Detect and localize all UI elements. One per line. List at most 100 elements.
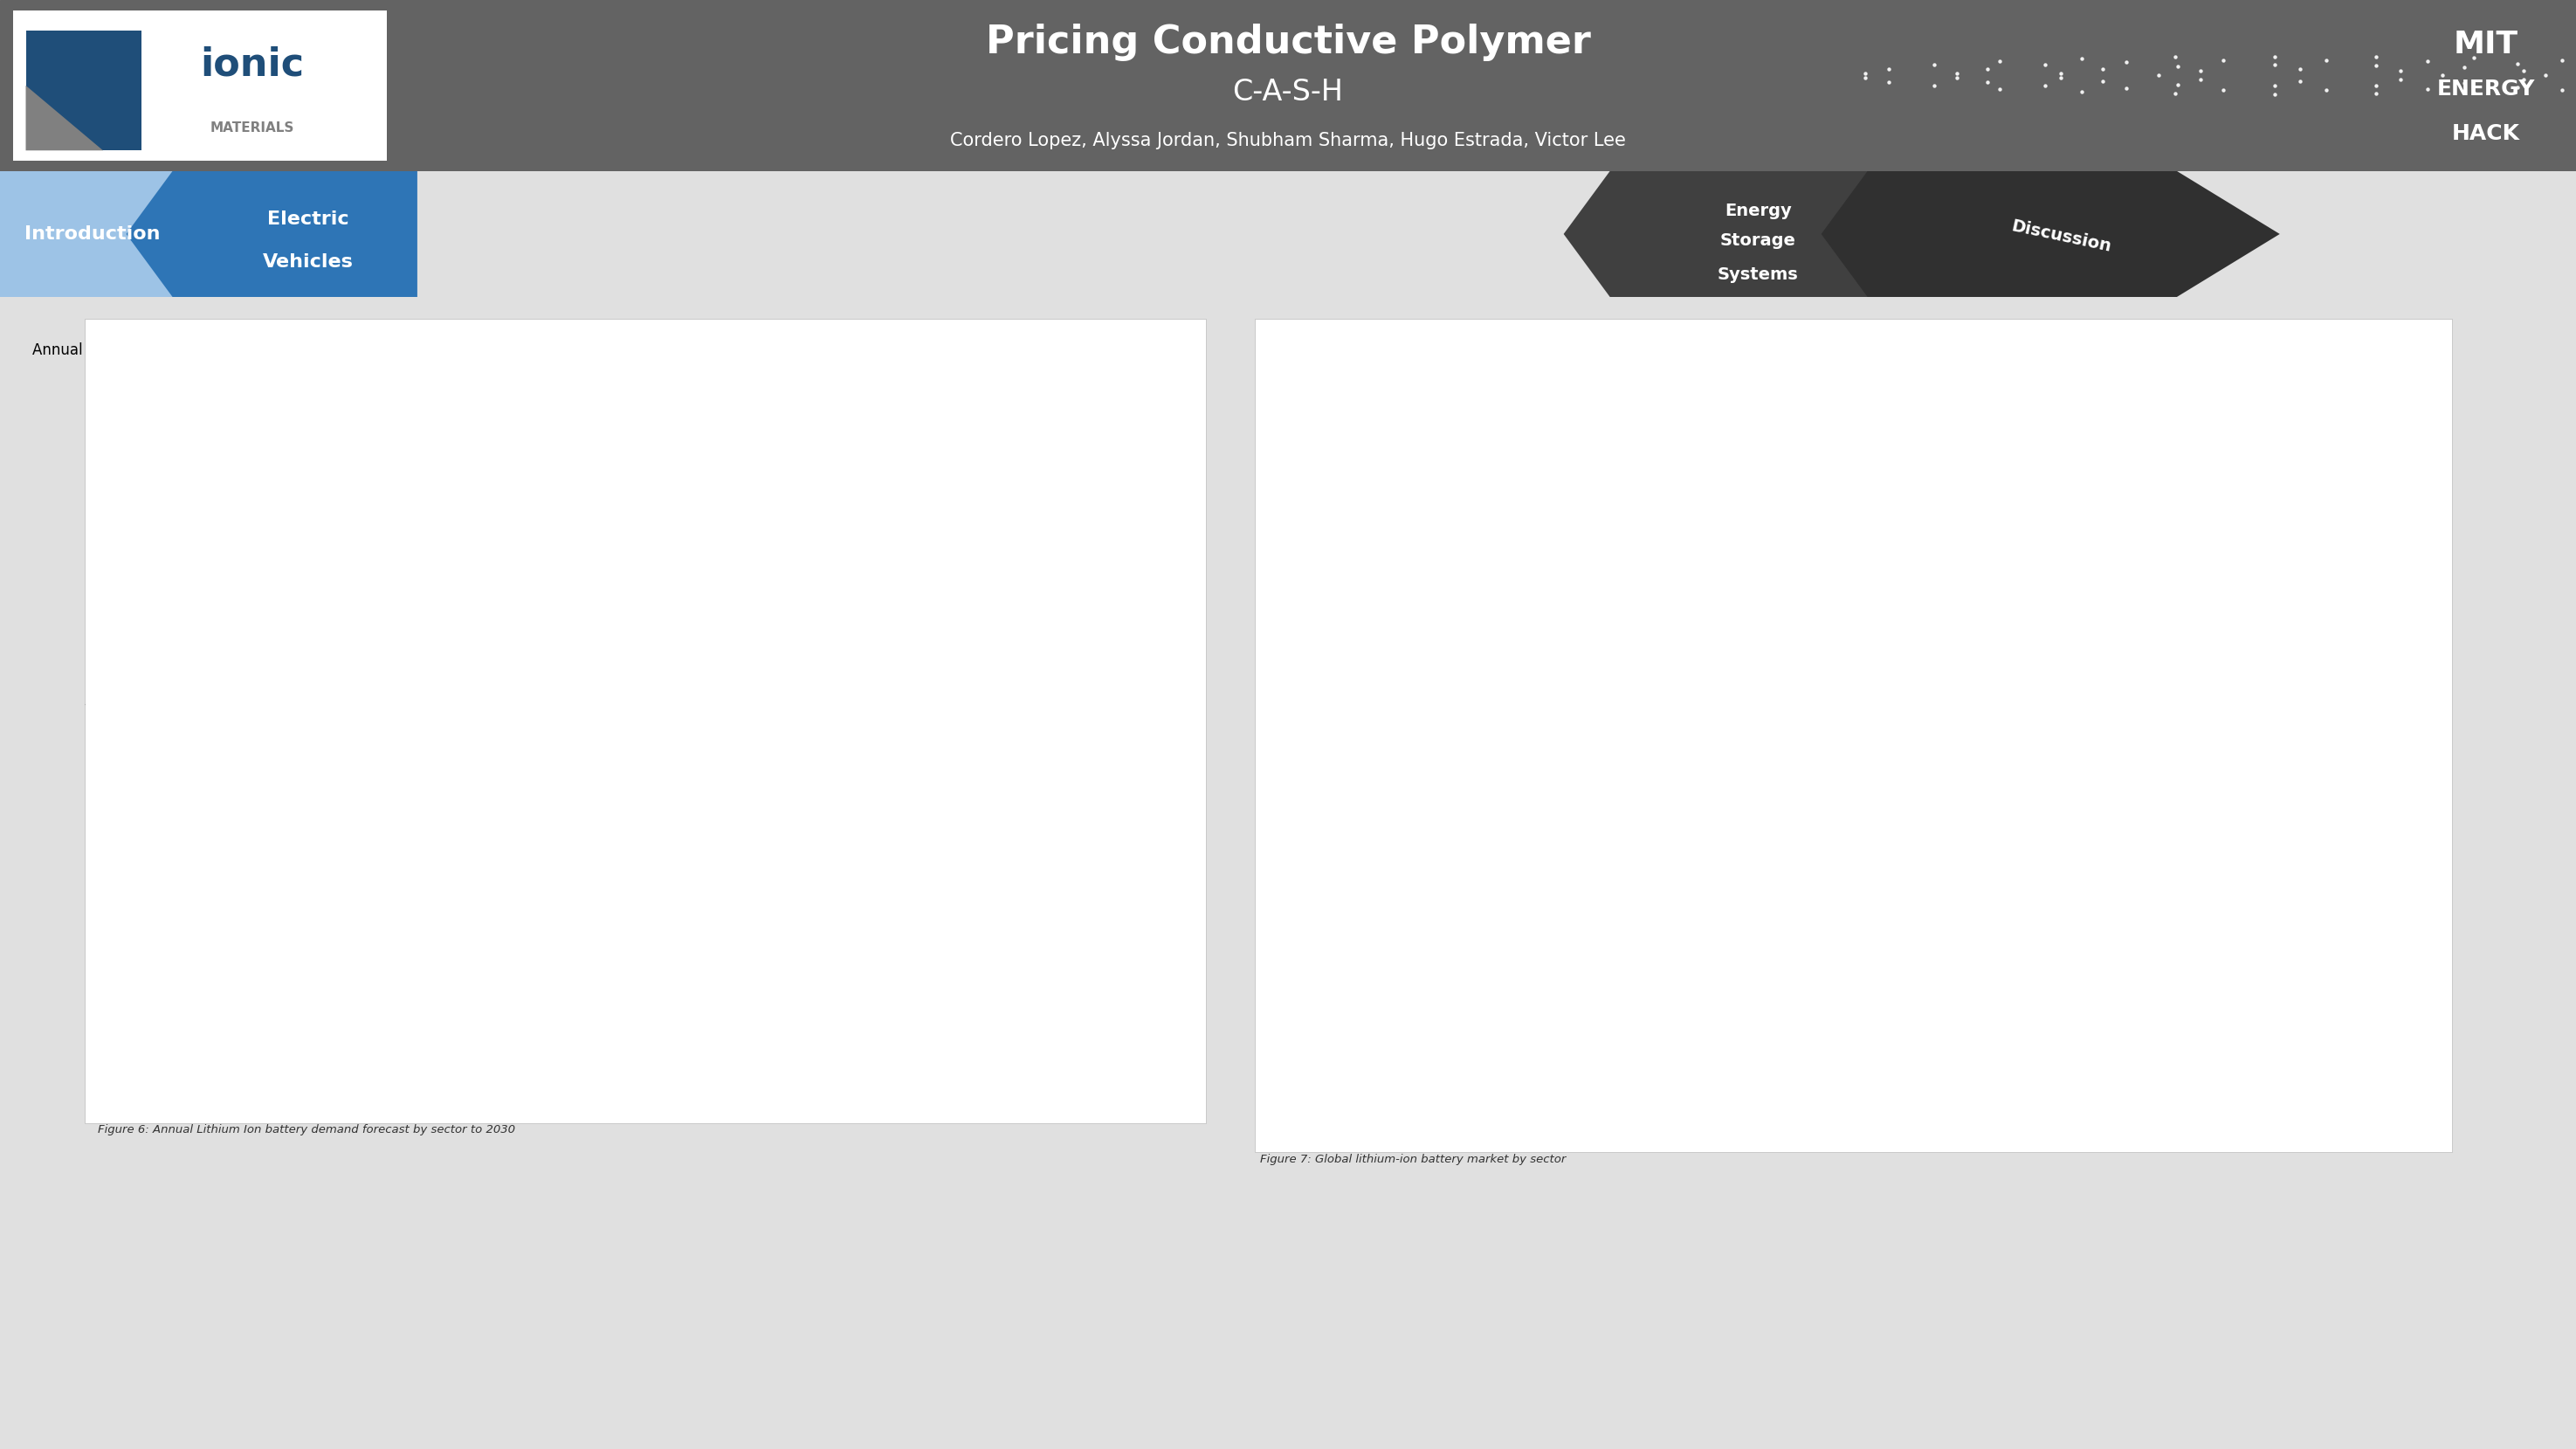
Bar — [1002, 696, 1043, 1061]
Bar — [775, 943, 817, 1061]
Bar — [775, 897, 817, 927]
Bar — [945, 661, 987, 677]
Bar — [492, 1023, 536, 1027]
Bar — [1937, 862, 1996, 1036]
Bar — [1674, 816, 1731, 868]
Bar — [2027, 591, 2084, 642]
Bar — [435, 1040, 479, 1061]
Bar — [2202, 577, 2259, 611]
Bar — [1321, 995, 1378, 1014]
Bar — [1937, 777, 1996, 862]
Bar — [155, 1048, 196, 1056]
Text: Discussion: Discussion — [2009, 217, 2112, 255]
Bar — [1584, 827, 1643, 882]
Bar — [719, 898, 762, 922]
FancyBboxPatch shape — [0, 171, 185, 297]
Bar — [719, 922, 762, 938]
Bar — [832, 784, 873, 826]
Bar — [1584, 882, 1643, 895]
Bar — [1762, 835, 1819, 904]
Bar — [1937, 756, 1996, 777]
Bar — [1937, 597, 1996, 652]
Bar — [1497, 972, 1553, 975]
Bar — [2115, 614, 2172, 632]
Bar — [775, 927, 817, 943]
Bar — [2027, 706, 2084, 730]
Bar — [325, 1036, 366, 1048]
Polygon shape — [26, 85, 103, 151]
Bar — [662, 935, 706, 952]
Bar — [605, 975, 649, 990]
Bar — [1584, 940, 1643, 948]
Bar — [1497, 1003, 1553, 1036]
Bar — [1064, 917, 1090, 971]
Text: Pricing Conductive Polymer: Pricing Conductive Polymer — [987, 25, 1589, 61]
Bar — [1850, 881, 1906, 1036]
Bar — [662, 968, 706, 982]
Bar — [1321, 1017, 1378, 1027]
Bar — [1321, 952, 1378, 993]
Bar — [605, 962, 649, 975]
Bar — [1762, 904, 1819, 1036]
Bar — [1937, 745, 1996, 756]
Text: HACK: HACK — [2452, 123, 2519, 143]
Bar — [2202, 384, 2259, 435]
Bar — [889, 697, 930, 755]
Text: Cordero Lopez, Alyssa Jordan, Shubham Sharma, Hugo Estrada, Victor Lee: Cordero Lopez, Alyssa Jordan, Shubham Sh… — [951, 132, 1625, 149]
Bar — [1584, 948, 1643, 985]
Text: Figure 7: Global lithium-ion battery market by sector: Figure 7: Global lithium-ion battery mar… — [1260, 1153, 1566, 1165]
Bar — [1409, 1022, 1466, 1036]
Bar — [2115, 452, 2172, 503]
Bar — [832, 906, 873, 1061]
Text: ENERGY: ENERGY — [2437, 78, 2535, 100]
Bar — [1409, 930, 1466, 975]
Legend: Passenger Electric Vehicle, Electric Bus, Electric Truck, Electric Off-Highway V: Passenger Electric Vehicle, Electric Bus… — [1522, 1126, 2058, 1155]
Bar — [2027, 694, 2084, 706]
Text: E-buses: E-buses — [1095, 468, 1133, 477]
Bar — [1497, 975, 1553, 981]
Bar — [1674, 868, 1731, 874]
Bar — [492, 1003, 536, 1010]
Bar — [435, 1016, 479, 1022]
Bar — [719, 959, 762, 972]
Bar — [2115, 632, 2172, 661]
Bar — [1674, 743, 1731, 800]
Bar — [1762, 822, 1819, 835]
Bar — [2027, 538, 2084, 591]
Text: Stationary
storage: Stationary storage — [1095, 698, 1146, 717]
Bar — [1850, 778, 1906, 787]
Bar — [775, 849, 817, 881]
Bar — [381, 1026, 422, 1030]
Y-axis label: GWh: GWh — [1257, 693, 1270, 720]
Bar — [945, 751, 987, 788]
Bar — [719, 972, 762, 1061]
Bar — [2115, 503, 2172, 564]
Bar — [1584, 895, 1643, 935]
Bar — [889, 771, 930, 826]
Bar — [549, 1022, 592, 1061]
Bar — [889, 855, 930, 1061]
Bar — [1064, 798, 1090, 852]
Bar — [605, 1009, 649, 1061]
Bar — [1850, 803, 1906, 881]
Bar — [1321, 993, 1378, 995]
Bar — [381, 1030, 422, 1042]
Bar — [1409, 1003, 1466, 1006]
Bar — [1850, 636, 1906, 694]
Bar — [492, 1032, 536, 1061]
Bar — [268, 1040, 309, 1052]
Bar — [662, 952, 706, 968]
Polygon shape — [1564, 171, 1880, 297]
Bar — [2202, 724, 2259, 1036]
Text: Systems: Systems — [1718, 267, 1798, 283]
Bar — [2115, 564, 2172, 614]
Bar — [492, 1027, 536, 1032]
Bar — [155, 1058, 196, 1061]
Bar — [381, 1045, 422, 1046]
Bar — [1002, 532, 1043, 548]
FancyBboxPatch shape — [13, 10, 386, 161]
Bar — [1409, 1009, 1466, 1022]
Bar — [2202, 611, 2259, 724]
Bar — [1762, 682, 1819, 739]
Text: Electric: Electric — [268, 210, 348, 227]
